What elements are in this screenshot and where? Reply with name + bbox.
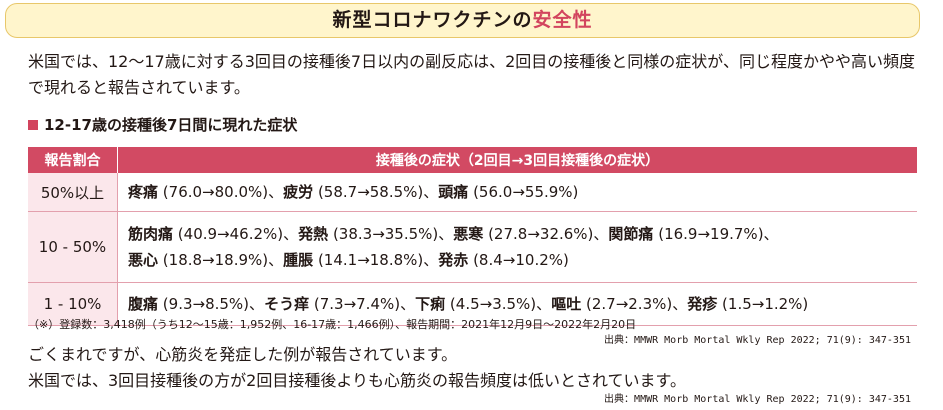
section-heading-text: 12-17歳の接種後7日間に現れた症状 — [44, 116, 298, 134]
symptom-name: 発疹 — [687, 295, 718, 313]
page-title: 新型コロナワクチンの安全性 — [5, 3, 920, 38]
table-row: 50%以上 疼痛 (76.0→80.0%)、疲労 (58.7→58.5%)、頭痛… — [28, 173, 917, 212]
section-heading: 12-17歳の接種後7日間に現れた症状 — [28, 114, 297, 135]
myocarditis-frequency-paragraph: 米国では、3回目接種後の方が2回目接種後よりも心筋炎の報告頻度は低いとされていま… — [28, 371, 686, 390]
symptom-name: 悪心 — [128, 251, 159, 269]
symptom-name: 下痢 — [415, 295, 446, 313]
symptom-value: (2.7→2.3%) — [585, 295, 673, 313]
page-title-accent: 安全性 — [532, 9, 593, 31]
rate-cell: 1 - 10% — [28, 282, 118, 326]
symptom-name: 疼痛 — [128, 183, 159, 201]
symptom-value: (7.3→7.4%) — [313, 295, 401, 313]
symptom-value: (16.9→19.7%) — [658, 225, 764, 243]
symptom-name: 腫脹 — [283, 251, 314, 269]
symptom-name: 筋肉痛 — [128, 225, 174, 243]
table-row: 1 - 10% 腹痛 (9.3→8.5%)、そう痒 (7.3→7.4%)、下痢 … — [28, 282, 917, 326]
symptom-value: (38.3→35.5%) — [332, 225, 439, 243]
symptom-name: そう痒 — [264, 295, 310, 313]
symptom-value: (18.8→18.9%) — [162, 251, 269, 269]
symptom-name: 頭痛 — [438, 183, 469, 201]
symptom-name: 腹痛 — [128, 295, 159, 313]
symptom-value: (1.5→1.2%) — [722, 295, 809, 313]
source-citation: 出典：MMWR Morb Mortal Wkly Rep 2022; 71(9)… — [604, 394, 911, 405]
symptom-value: (4.5→3.5%) — [449, 295, 537, 313]
symptom-value: (76.0→80.0%) — [162, 183, 269, 201]
symptom-cell: 筋肉痛 (40.9→46.2%)、発熱 (38.3→35.5%)、悪寒 (27.… — [117, 211, 917, 283]
symptom-name: 疲労 — [283, 183, 314, 201]
symptom-value: (40.9→46.2%) — [177, 225, 284, 243]
rate-cell: 10 - 50% — [28, 211, 118, 283]
symptom-value: (56.0→55.9%) — [473, 183, 579, 201]
page-title-main: 新型コロナワクチンの — [332, 9, 533, 31]
symptom-value: (9.3→8.5%) — [162, 295, 250, 313]
table-header-symptoms: 接種後の症状（2回目→3回目接種後の症状） — [117, 147, 917, 173]
symptom-name: 関節痛 — [608, 225, 654, 243]
intro-paragraph: 米国では、12～17歳に対する3回目の接種後7日以内の副反応は、2回目の接種後と… — [28, 52, 915, 97]
symptom-value: (14.1→18.8%) — [317, 251, 424, 269]
symptom-value: (58.7→58.5%) — [317, 183, 424, 201]
source-citation: 出典：MMWR Morb Mortal Wkly Rep 2022; 71(9)… — [604, 335, 911, 346]
square-bullet-icon — [28, 119, 38, 130]
symptom-table: 報告割合 接種後の症状（2回目→3回目接種後の症状） 50%以上 疼痛 (76.… — [28, 147, 917, 326]
symptom-cell: 疼痛 (76.0→80.0%)、疲労 (58.7→58.5%)、頭痛 (56.0… — [117, 173, 917, 212]
symptom-name: 悪寒 — [453, 225, 484, 243]
table-header-rate: 報告割合 — [28, 147, 118, 173]
myocarditis-paragraph: ごくまれですが、心筋炎を発症した例が報告されています。 — [28, 345, 458, 364]
footnote: （※）登録数：3,418例（うち12～15歳：1,952例、16-17歳：1,4… — [28, 318, 637, 331]
symptom-name: 発赤 — [438, 251, 469, 269]
rate-cell: 50%以上 — [28, 173, 118, 212]
symptom-value: (27.8→32.6%) — [488, 225, 594, 243]
table-row: 10 - 50% 筋肉痛 (40.9→46.2%)、発熱 (38.3→35.5%… — [28, 211, 917, 283]
symptom-cell: 腹痛 (9.3→8.5%)、そう痒 (7.3→7.4%)、下痢 (4.5→3.5… — [117, 282, 917, 326]
symptom-name: 発熱 — [298, 225, 329, 243]
symptom-name: 嘔吐 — [551, 295, 582, 313]
symptom-value: (8.4→10.2%) — [473, 251, 569, 269]
